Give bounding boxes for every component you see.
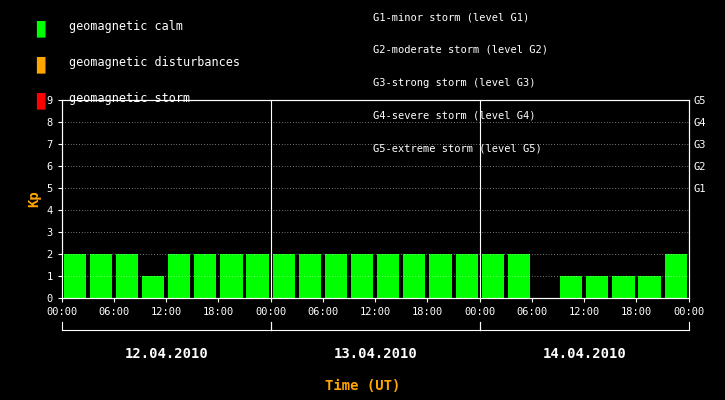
- Text: 14.04.2010: 14.04.2010: [542, 347, 626, 361]
- Bar: [639, 276, 660, 298]
- Text: G4-severe storm (level G4): G4-severe storm (level G4): [373, 110, 536, 120]
- Bar: [403, 254, 426, 298]
- Text: █: █: [36, 56, 45, 73]
- Text: geomagnetic calm: geomagnetic calm: [69, 20, 183, 33]
- Bar: [168, 254, 191, 298]
- Bar: [142, 276, 164, 298]
- Bar: [299, 254, 321, 298]
- Text: G2-moderate storm (level G2): G2-moderate storm (level G2): [373, 45, 548, 55]
- Bar: [194, 254, 217, 298]
- Text: G5-extreme storm (level G5): G5-extreme storm (level G5): [373, 143, 542, 153]
- Y-axis label: Kp: Kp: [27, 191, 41, 207]
- Bar: [429, 254, 452, 298]
- Text: geomagnetic storm: geomagnetic storm: [69, 92, 190, 105]
- Bar: [325, 254, 347, 298]
- Text: geomagnetic disturbances: geomagnetic disturbances: [69, 56, 240, 69]
- Bar: [116, 254, 138, 298]
- Text: █: █: [36, 92, 45, 109]
- Bar: [455, 254, 478, 298]
- Bar: [220, 254, 243, 298]
- Bar: [507, 254, 530, 298]
- Bar: [247, 254, 269, 298]
- Text: G3-strong storm (level G3): G3-strong storm (level G3): [373, 78, 536, 88]
- Bar: [377, 254, 399, 298]
- Text: 13.04.2010: 13.04.2010: [334, 347, 417, 361]
- Text: G1-minor storm (level G1): G1-minor storm (level G1): [373, 12, 530, 22]
- Bar: [613, 276, 634, 298]
- Text: Time (UT): Time (UT): [325, 379, 400, 393]
- Text: █: █: [36, 20, 45, 37]
- Text: 12.04.2010: 12.04.2010: [124, 347, 208, 361]
- Bar: [560, 276, 582, 298]
- Bar: [351, 254, 373, 298]
- Bar: [90, 254, 112, 298]
- Bar: [665, 254, 687, 298]
- Bar: [64, 254, 86, 298]
- Bar: [273, 254, 295, 298]
- Bar: [587, 276, 608, 298]
- Bar: [481, 254, 504, 298]
